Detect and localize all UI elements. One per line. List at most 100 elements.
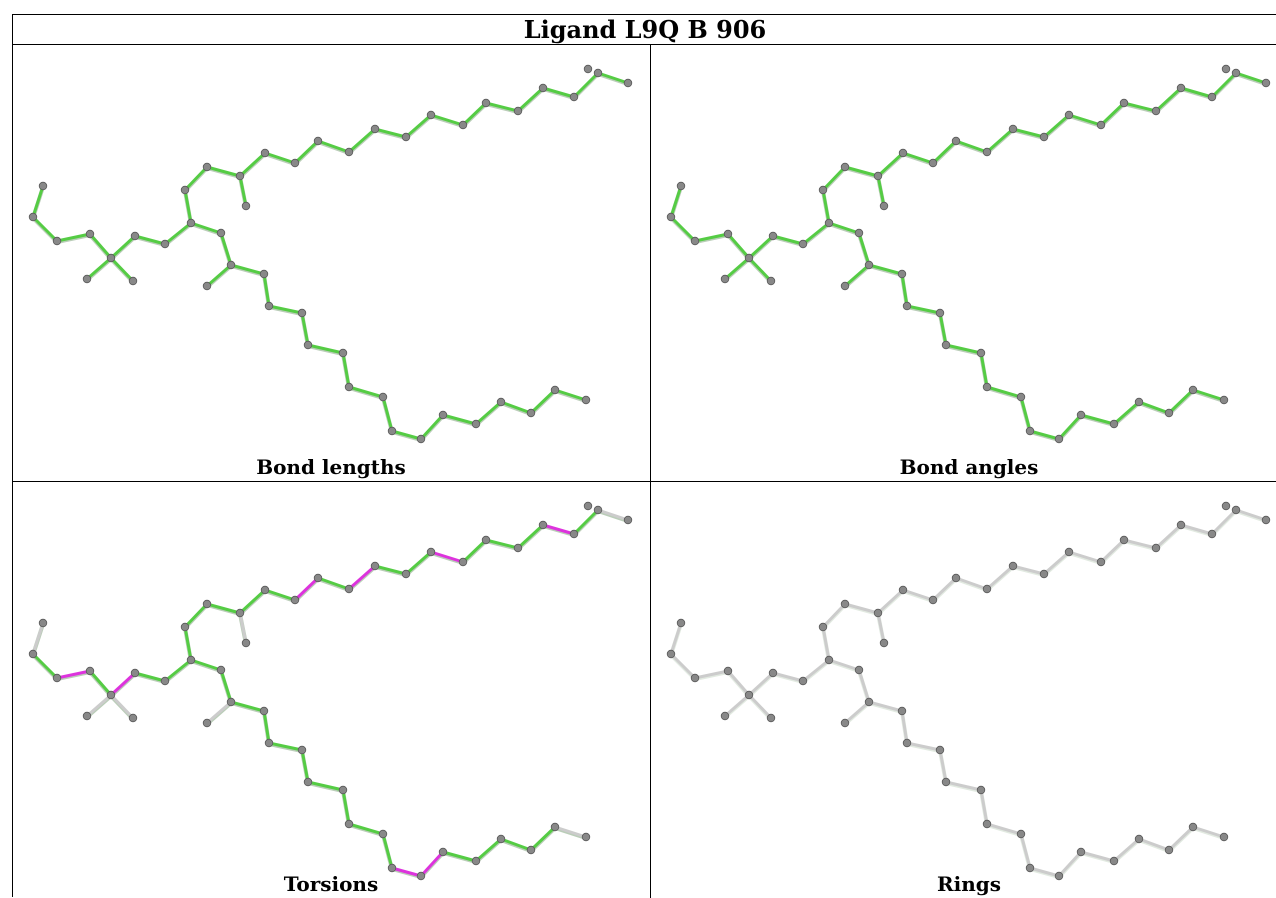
atom-40 <box>481 535 491 545</box>
atom-46 <box>583 64 593 74</box>
atom-40 <box>1119 98 1129 108</box>
atom-22 <box>344 382 354 392</box>
atom-11 <box>202 599 212 609</box>
atom-6 <box>128 276 138 286</box>
atom-35 <box>982 147 992 157</box>
atom-0 <box>676 618 686 628</box>
atom-33 <box>290 595 300 605</box>
bond-7-8 <box>133 234 167 246</box>
bond-26-27 <box>441 850 478 863</box>
atom-46 <box>1221 501 1231 511</box>
figure-title: Ligand L9Q B 906 <box>13 15 1276 45</box>
atom-25 <box>1054 871 1064 881</box>
bond-30-31 <box>553 825 588 839</box>
bond-24-25 <box>390 429 423 441</box>
bond-4-6 <box>747 256 773 283</box>
bond-3-4 <box>726 232 751 260</box>
bond-3-4 <box>88 232 113 260</box>
atom-19 <box>935 745 945 755</box>
atom-18 <box>902 301 912 311</box>
bond-27-28 <box>474 837 503 863</box>
bond-40-41 <box>1122 101 1158 113</box>
bond-21-22 <box>979 788 989 826</box>
bond-9-14 <box>189 658 223 672</box>
atom-41 <box>1151 106 1161 116</box>
bond-10-11 <box>183 602 209 629</box>
atom-4 <box>744 253 754 263</box>
atom-12 <box>235 171 245 181</box>
atom-9 <box>824 655 834 665</box>
atom-5 <box>82 274 92 284</box>
bond-17-18 <box>900 709 909 745</box>
bond-28-29 <box>1137 400 1171 415</box>
panel-torsions: Torsions <box>13 482 649 898</box>
bond-9-14 <box>827 658 861 672</box>
atom-24 <box>387 863 397 873</box>
atom-17 <box>259 269 269 279</box>
atom-16 <box>840 718 850 728</box>
atom-36 <box>1008 561 1018 571</box>
bond-10-11 <box>821 165 847 192</box>
atom-8 <box>160 676 170 686</box>
bond-12-32 <box>876 588 905 615</box>
atom-31 <box>1219 832 1229 842</box>
bond-4-5 <box>723 256 751 281</box>
atom-8 <box>160 239 170 249</box>
bond-11-12 <box>205 165 242 178</box>
vertical-divider <box>650 45 651 898</box>
bond-27-28 <box>474 400 503 426</box>
bond-38-39 <box>429 550 465 564</box>
bond-44-45 <box>1234 71 1268 85</box>
bond-4-7 <box>109 234 137 260</box>
bond-27-28 <box>1112 400 1141 426</box>
horizontal-divider <box>13 481 1276 482</box>
atom-1 <box>666 212 676 222</box>
bond-26-27 <box>441 413 478 426</box>
bond-41-42 <box>516 86 545 113</box>
bond-43-44 <box>572 508 600 536</box>
caption-bond-angles: Bond angles <box>899 455 1039 479</box>
bond-27-28 <box>1112 837 1141 863</box>
molecule-torsions <box>28 501 633 881</box>
atom-7 <box>130 231 140 241</box>
panel-rings: Rings <box>651 482 1276 898</box>
atom-4 <box>106 690 116 700</box>
atom-31 <box>1219 395 1229 405</box>
bond-38-39 <box>1067 113 1103 127</box>
atom-35 <box>344 584 354 594</box>
atom-0 <box>38 618 48 628</box>
atom-19 <box>297 745 307 755</box>
bond-42-43 <box>1179 523 1214 536</box>
bond-7-8 <box>771 671 805 683</box>
atom-25 <box>1054 434 1064 444</box>
atom-40 <box>1119 535 1129 545</box>
bond-11-12 <box>843 602 880 615</box>
atom-35 <box>982 584 992 594</box>
atom-37 <box>401 569 411 579</box>
bond-28-29 <box>499 837 533 852</box>
bond-39-40 <box>1099 538 1126 564</box>
atom-23 <box>378 392 388 402</box>
atom-6 <box>766 276 776 286</box>
bond-12-32 <box>238 151 267 178</box>
atom-27 <box>1109 419 1119 429</box>
bond-37-38 <box>404 550 433 576</box>
bond-19-20 <box>300 748 310 784</box>
bond-15-16 <box>205 263 233 288</box>
atom-10 <box>818 185 828 195</box>
bond-23-24 <box>381 832 394 870</box>
atom-23 <box>378 829 388 839</box>
bond-8-9 <box>163 658 193 683</box>
atom-12 <box>873 608 883 618</box>
bond-0-1 <box>31 184 45 219</box>
atom-38 <box>1064 110 1074 120</box>
bond-4-6 <box>747 693 773 720</box>
bond-18-19 <box>267 304 304 315</box>
atom-39 <box>1096 557 1106 567</box>
bond-36-37 <box>373 564 408 576</box>
atom-20 <box>941 340 951 350</box>
atom-33 <box>928 158 938 168</box>
panel-bond-angles: Bond angles <box>651 45 1276 481</box>
bond-12-13 <box>876 174 886 208</box>
atom-12 <box>235 608 245 618</box>
